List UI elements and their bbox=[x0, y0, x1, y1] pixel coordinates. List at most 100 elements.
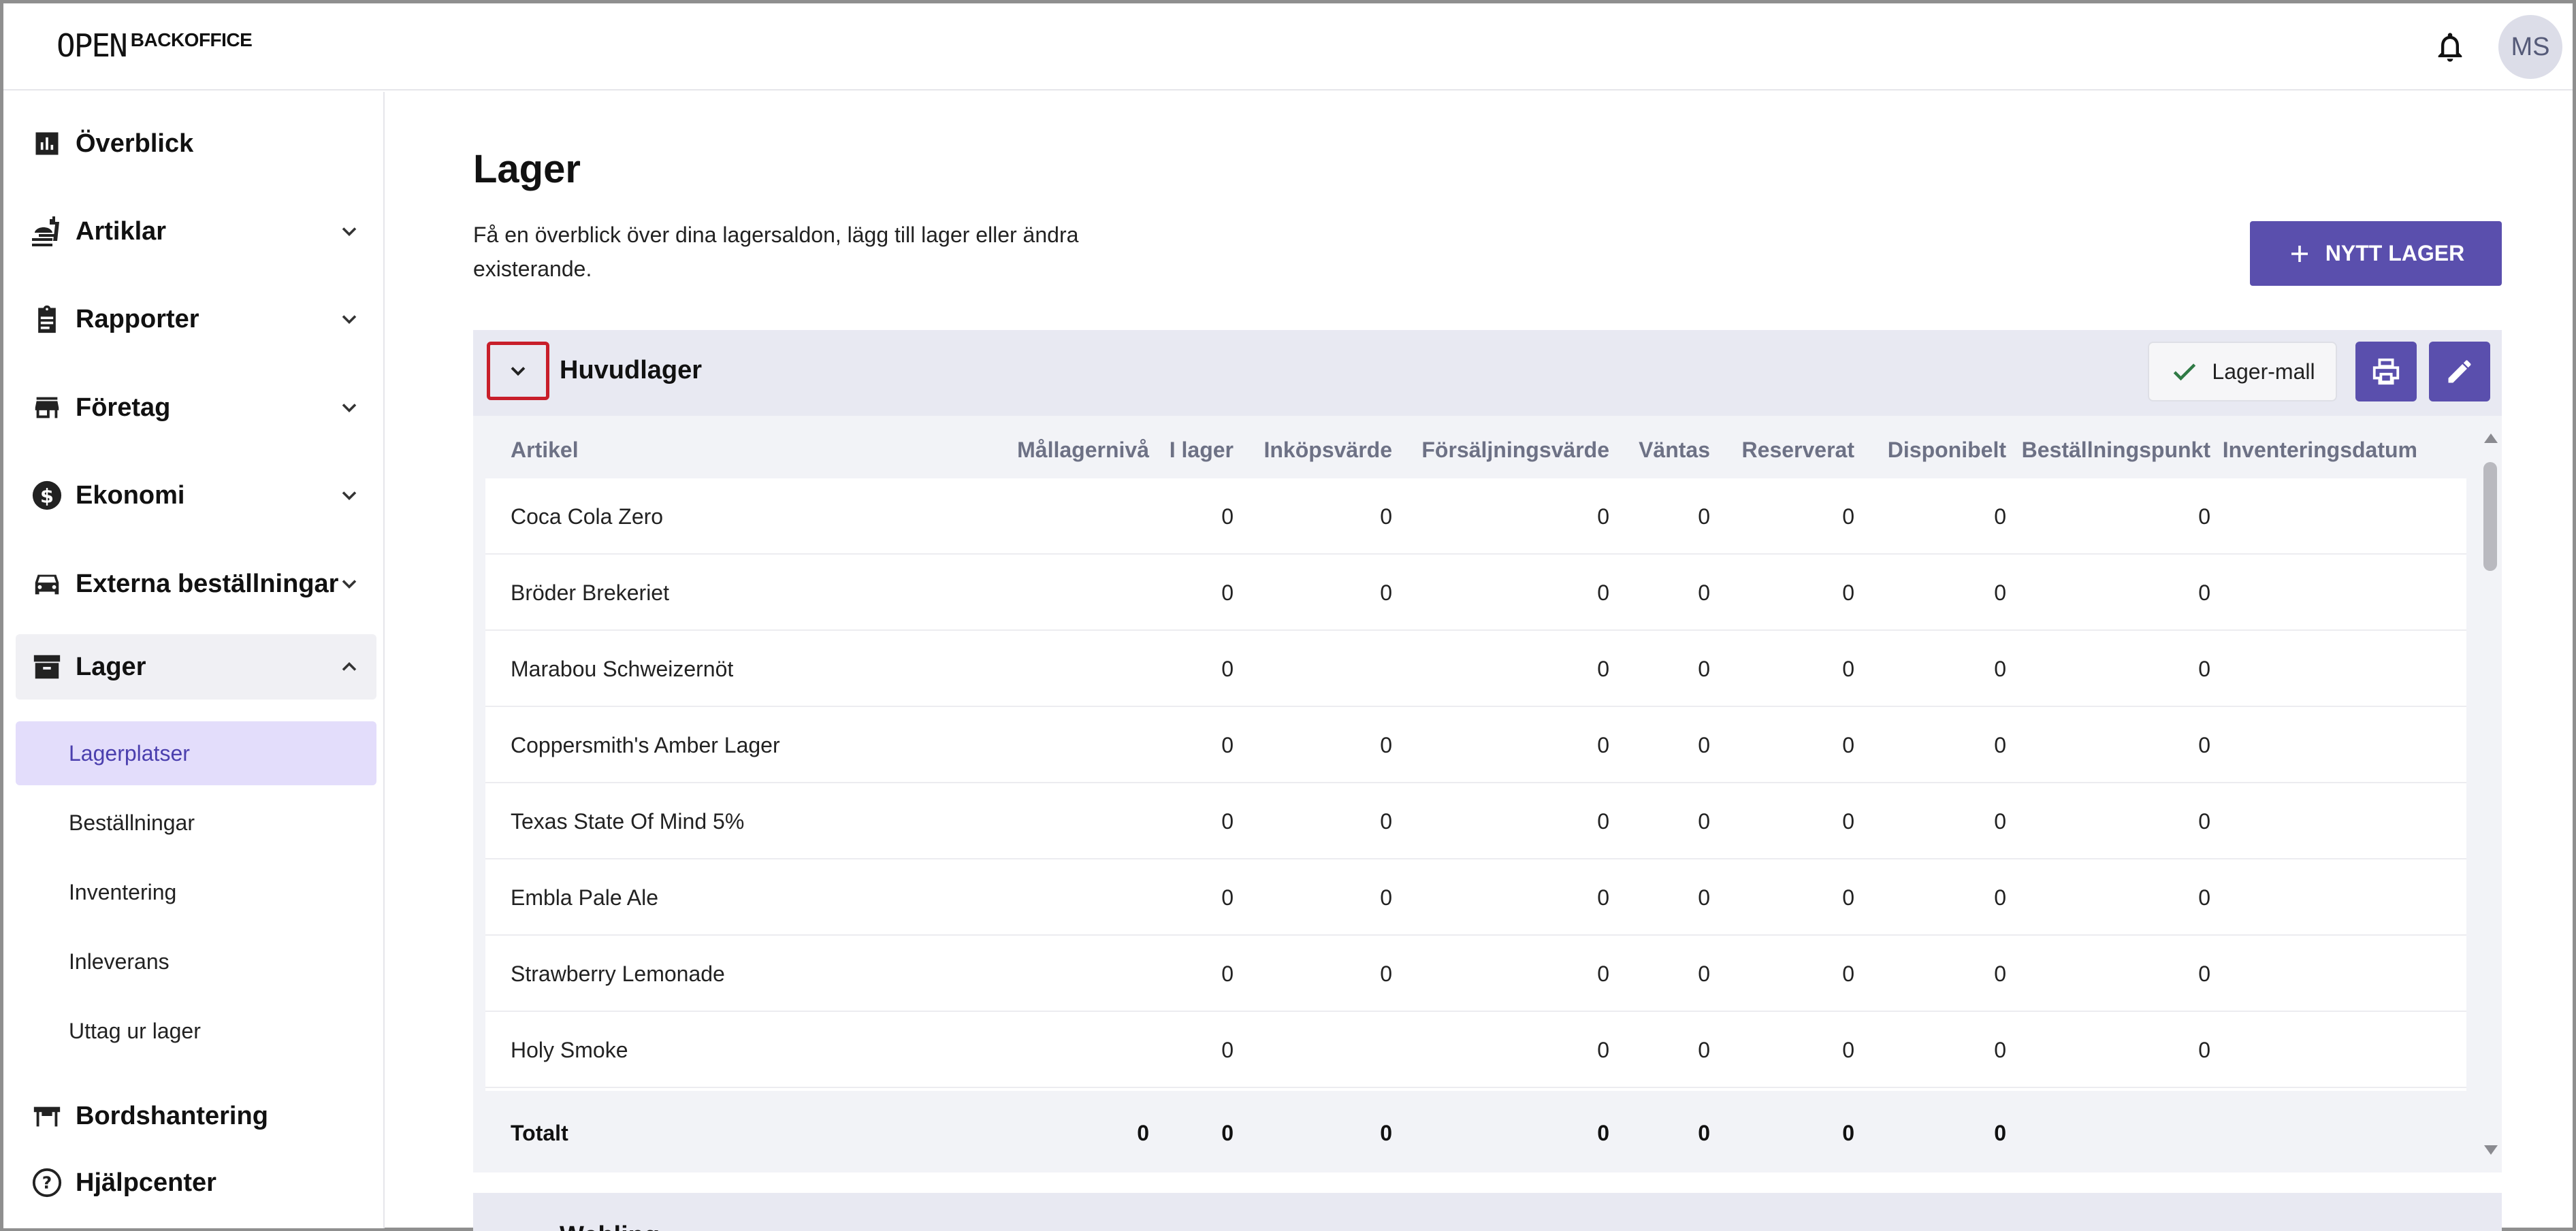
sidebar-item-lager[interactable]: Lager bbox=[16, 634, 376, 700]
panel-title: Huvudlager bbox=[560, 356, 703, 384]
cell-value: 0 bbox=[1994, 1038, 2006, 1062]
cell-value: 0 bbox=[1380, 962, 1392, 986]
cell-value: 0 bbox=[2198, 962, 2210, 986]
table-row[interactable]: Texas State Of Mind 5% 0 0 0 0 0 0 0 bbox=[485, 783, 2466, 859]
sidebar-item-rapporter[interactable]: Rapporter bbox=[16, 286, 376, 352]
cell-value: 0 bbox=[1994, 657, 2006, 681]
table-row[interactable]: Coca Cola Zero 0 0 0 0 0 0 0 bbox=[485, 478, 2466, 555]
cell-article: Texas State Of Mind 5% bbox=[511, 809, 745, 834]
scroll-up-arrow[interactable] bbox=[2484, 433, 2498, 443]
column-header[interactable]: Disponibelt bbox=[1887, 438, 2006, 462]
sidebar-item-artiklar[interactable]: Artiklar bbox=[16, 199, 376, 264]
sidebar-item-hjalpcenter[interactable]: ? Hjälpcenter bbox=[16, 1150, 376, 1215]
collapse-toggle-button[interactable] bbox=[487, 342, 549, 400]
bell-icon[interactable] bbox=[2432, 29, 2468, 65]
total-value: 0 bbox=[1221, 1121, 1234, 1145]
cell-article: Holy Smoke bbox=[511, 1038, 628, 1062]
sidebar-item-overblick[interactable]: Överblick bbox=[16, 111, 376, 176]
total-value: 0 bbox=[1698, 1121, 1710, 1145]
total-label: Totalt bbox=[511, 1121, 568, 1145]
cell-value: 0 bbox=[2198, 504, 2210, 529]
pencil-icon bbox=[2448, 360, 2471, 383]
cell-value: 0 bbox=[1842, 504, 1854, 529]
sidebar-item-foretag[interactable]: Företag bbox=[16, 375, 376, 440]
table-row[interactable]: Holy Smoke 0 0 0 0 0 0 bbox=[485, 1012, 2466, 1088]
table-icon bbox=[29, 1098, 65, 1134]
car-icon bbox=[29, 566, 65, 602]
chevron-down-icon bbox=[511, 367, 526, 376]
chevron-down-icon bbox=[342, 404, 357, 413]
cell-article: Marabou Schweizernöt bbox=[511, 657, 734, 681]
table-row[interactable]: Bröder Brekeriet 0 0 0 0 0 0 0 bbox=[485, 555, 2466, 631]
cell-value: 0 bbox=[2198, 809, 2210, 834]
new-stock-button[interactable]: NYTT LAGER bbox=[2250, 221, 2502, 286]
sidebar-item-label: Artiklar bbox=[76, 216, 167, 246]
cell-value: 0 bbox=[1698, 580, 1710, 605]
cell-value: 0 bbox=[1597, 657, 1609, 681]
chevron-down-icon bbox=[342, 491, 357, 501]
cell-value: 0 bbox=[1380, 504, 1392, 529]
table-row[interactable]: Coppersmith's Amber Lager 0 0 0 0 0 0 0 bbox=[485, 707, 2466, 783]
cell-value: 0 bbox=[1698, 1038, 1710, 1062]
sidebar-sub-lagerplatser[interactable]: Lagerplatser bbox=[16, 721, 376, 785]
sidebar-sub-uttag-ur-lager[interactable]: Uttag ur lager bbox=[69, 1018, 201, 1043]
cell-value: 0 bbox=[1842, 580, 1854, 605]
column-header[interactable]: Inköpsvärde bbox=[1263, 438, 1392, 462]
panel-title: Webling bbox=[560, 1221, 660, 1231]
scrollbar-thumb[interactable] bbox=[2483, 462, 2497, 571]
print-button[interactable] bbox=[2355, 342, 2417, 401]
sidebar-sub-inleverans[interactable]: Inleverans bbox=[69, 949, 170, 974]
chevron-down-icon bbox=[342, 227, 357, 237]
edit-button[interactable] bbox=[2429, 342, 2490, 401]
column-header[interactable]: Väntas bbox=[1639, 438, 1710, 462]
cell-value: 0 bbox=[1698, 657, 1710, 681]
total-value: 0 bbox=[1137, 1121, 1149, 1145]
cell-value: 0 bbox=[1221, 733, 1234, 757]
sidebar-item-externa-bestallningar[interactable]: Externa beställningar bbox=[16, 551, 376, 617]
column-header[interactable]: Artikel bbox=[511, 438, 579, 462]
vertical-scrollbar[interactable] bbox=[2481, 429, 2500, 1158]
scroll-down-arrow[interactable] bbox=[2484, 1145, 2498, 1155]
cell-article: Coppersmith's Amber Lager bbox=[511, 733, 780, 757]
cell-value: 0 bbox=[1994, 885, 2006, 910]
cell-value: 0 bbox=[1380, 885, 1392, 910]
table-row[interactable]: Strawberry Lemonade 0 0 0 0 0 0 0 bbox=[485, 936, 2466, 1012]
page-description: Få en överblick över dina lagersaldon, l… bbox=[473, 223, 1079, 281]
food-icon bbox=[29, 214, 65, 249]
cell-value: 0 bbox=[1994, 504, 2006, 529]
sidebar-item-ekonomi[interactable]: $ Ekonomi bbox=[16, 463, 376, 528]
sidebar-sub-inventering[interactable]: Inventering bbox=[69, 879, 177, 904]
svg-text:?: ? bbox=[42, 1173, 52, 1193]
sidebar-item-label: Företag bbox=[76, 393, 171, 422]
chevron-down-icon bbox=[342, 315, 357, 325]
column-header[interactable]: Beställningspunkt bbox=[2021, 438, 2210, 462]
cell-value: 0 bbox=[1698, 809, 1710, 834]
help-icon: ? bbox=[29, 1165, 65, 1200]
cell-value: 0 bbox=[1221, 657, 1234, 681]
logo[interactable]: OPEN BACKOFFICE bbox=[57, 27, 253, 65]
total-value: 0 bbox=[1842, 1121, 1854, 1145]
cell-value: 0 bbox=[1380, 809, 1392, 834]
avatar[interactable]: MS bbox=[2498, 15, 2562, 79]
sidebar-item-label: Ekonomi bbox=[76, 480, 185, 510]
table-row[interactable]: Embla Pale Ale 0 0 0 0 0 0 0 bbox=[485, 859, 2466, 936]
column-header[interactable]: I lager bbox=[1169, 438, 1234, 462]
column-header[interactable]: Mållagernivå bbox=[1017, 438, 1149, 462]
table-body: Coca Cola Zero 0 0 0 0 0 0 0 Bröder Brekeriet 0 0 0… bbox=[485, 478, 2466, 1091]
template-button[interactable]: Lager-mall bbox=[2148, 342, 2337, 401]
logo-text: BACKOFFICE bbox=[130, 29, 253, 50]
cell-value: 0 bbox=[1597, 580, 1609, 605]
sidebar-sub-bestallningar[interactable]: Beställningar bbox=[69, 810, 195, 835]
column-header[interactable]: Försäljningsvärde bbox=[1421, 438, 1609, 462]
page-title: Lager bbox=[473, 147, 581, 191]
cell-article: Embla Pale Ale bbox=[511, 885, 659, 910]
cell-value: 0 bbox=[1842, 1038, 1854, 1062]
column-header[interactable]: Reserverat bbox=[1741, 438, 1854, 462]
sidebar-item-bordshantering[interactable]: Bordshantering bbox=[16, 1083, 376, 1149]
cell-value: 0 bbox=[1698, 885, 1710, 910]
cell-value: 0 bbox=[1221, 885, 1234, 910]
cell-value: 0 bbox=[1994, 580, 2006, 605]
next-stock-panel-header[interactable]: Webling bbox=[473, 1193, 2502, 1231]
column-header[interactable]: Inventeringsdatum bbox=[2222, 438, 2417, 462]
table-row[interactable]: Marabou Schweizernöt 0 0 0 0 0 0 bbox=[485, 631, 2466, 707]
